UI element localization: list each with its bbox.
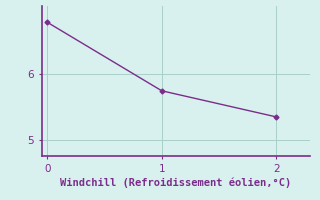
X-axis label: Windchill (Refroidissement éolien,°C): Windchill (Refroidissement éolien,°C): [60, 178, 292, 188]
